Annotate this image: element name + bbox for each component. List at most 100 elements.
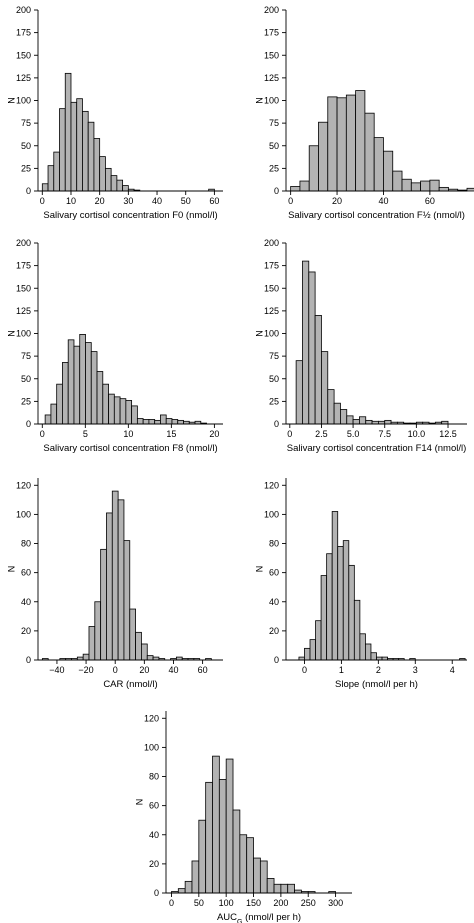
y-tick-label: 50 <box>21 374 31 384</box>
histogram-bar <box>93 138 101 192</box>
histogram-bar <box>105 167 112 192</box>
x-tick-label: 40 <box>152 196 162 206</box>
x-tick-label: 15 <box>166 429 176 439</box>
x-tick-label: 250 <box>301 898 316 908</box>
histogram-bar <box>113 396 121 425</box>
x-tick-label: 200 <box>273 898 288 908</box>
y-tick-label: 80 <box>269 539 279 549</box>
histogram-bar <box>191 860 200 894</box>
y-tick-label: 150 <box>16 50 31 60</box>
histogram-bar <box>79 334 86 425</box>
y-tick-label: 50 <box>21 141 31 151</box>
histogram-bar <box>321 351 329 425</box>
x-tick-label: 60 <box>425 196 435 206</box>
x-tick-label: 0 <box>40 196 45 206</box>
histogram-bar <box>116 179 124 192</box>
histogram-bar <box>259 860 268 894</box>
y-tick-label: 0 <box>274 655 279 665</box>
y-tick-label: 75 <box>21 351 31 361</box>
histogram-bar <box>47 165 55 192</box>
histogram-bar <box>287 883 295 894</box>
y-axis-title: N <box>6 330 16 337</box>
x-tick-label: 3 <box>413 665 418 675</box>
histogram-bar <box>122 185 129 192</box>
y-tick-label: 60 <box>149 801 159 811</box>
x-tick-label: 2.5 <box>315 429 328 439</box>
y-tick-label: 175 <box>264 28 279 38</box>
y-tick-label: 60 <box>21 568 31 578</box>
histogram-bar <box>326 553 333 661</box>
histogram-bar <box>90 351 98 425</box>
x-tick-label: 20 <box>332 196 342 206</box>
histogram-bar <box>365 643 372 661</box>
histogram-bar <box>198 819 207 894</box>
histogram-bar <box>88 626 96 661</box>
histogram-bar <box>184 880 193 894</box>
histogram-bar <box>225 758 234 894</box>
histogram-panel-f8: 0 25 50 75 100 125 150 175 200 0 5 10 15 20 N Salivary … <box>6 238 223 454</box>
histogram-bar <box>309 639 316 661</box>
y-tick-label: 0 <box>26 419 31 429</box>
x-axis-title: Salivary cortisol concentration F½ (nmol… <box>288 210 465 221</box>
histogram-bar <box>160 414 167 425</box>
histogram-bar <box>76 98 83 192</box>
y-tick-label: 120 <box>16 480 31 490</box>
histogram-bar <box>266 878 275 894</box>
histogram-panel-f0: 0 25 50 75 100 125 150 175 200 0 10 20 30 40 50 60 N Sali… <box>6 5 223 221</box>
histogram-bar <box>146 655 154 661</box>
y-tick-label: 0 <box>26 186 31 196</box>
x-tick-label: −20 <box>78 665 93 675</box>
histogram-bar <box>280 883 289 894</box>
histogram-bar <box>353 599 361 661</box>
histogram-bar <box>85 342 92 425</box>
x-tick-label: 10 <box>66 196 76 206</box>
histogram-bar <box>299 180 310 192</box>
histogram-bar <box>119 398 127 425</box>
histogram-bar <box>82 653 90 661</box>
histogram-bar <box>346 415 354 425</box>
histogram-bar <box>102 383 109 425</box>
x-tick-label: 2 <box>376 665 381 675</box>
y-tick-label: 175 <box>16 261 31 271</box>
y-tick-label: 25 <box>21 396 31 406</box>
y-tick-label: 150 <box>264 50 279 60</box>
histogram-bar <box>99 156 106 192</box>
histogram-bar <box>364 112 375 192</box>
y-tick-label: 100 <box>264 509 279 519</box>
histogram-bar <box>318 121 329 192</box>
x-axis-title: Slope (nmol/l per h) <box>335 679 418 690</box>
x-axis-title: CAR (nmol/l) <box>103 679 157 690</box>
x-axis-title: Salivary cortisol concentration F14 (nmo… <box>287 443 467 454</box>
y-tick-label: 75 <box>269 351 279 361</box>
histogram-bar <box>117 499 125 661</box>
x-tick-label: 40 <box>378 196 388 206</box>
y-tick-label: 40 <box>149 830 159 840</box>
histogram-bar <box>53 151 60 192</box>
histogram-bar <box>142 419 150 425</box>
histogram-bar <box>438 186 449 192</box>
histogram-panel-slope: 0 20 40 60 80 100 120 0 1 2 3 4 N Slope (nmol/l per h… <box>254 478 467 690</box>
y-axis-title: N <box>254 330 264 337</box>
x-tick-label: 30 <box>123 196 133 206</box>
y-tick-label: 60 <box>269 568 279 578</box>
x-axis-title: Salivary cortisol concentration F8 (nmol… <box>43 443 217 454</box>
y-tick-label: 100 <box>16 329 31 339</box>
histogram-bar <box>123 540 131 661</box>
histogram-bar <box>125 400 133 425</box>
y-tick-label: 75 <box>21 118 31 128</box>
histogram-bar <box>331 511 339 661</box>
y-tick-label: 0 <box>154 888 159 898</box>
x-tick-label: 20 <box>139 665 149 675</box>
histogram-bar <box>302 260 310 425</box>
histogram-bar <box>87 121 95 192</box>
histogram-bar <box>73 345 81 425</box>
histogram-bar <box>110 175 118 192</box>
y-tick-label: 80 <box>21 539 31 549</box>
histogram-bar <box>129 608 136 661</box>
y-tick-label: 50 <box>269 374 279 384</box>
histogram-bar <box>64 72 72 192</box>
y-tick-label: 120 <box>264 480 279 490</box>
histogram-bar <box>314 314 322 425</box>
y-tick-label: 200 <box>264 238 279 248</box>
histogram-bar <box>106 512 113 661</box>
